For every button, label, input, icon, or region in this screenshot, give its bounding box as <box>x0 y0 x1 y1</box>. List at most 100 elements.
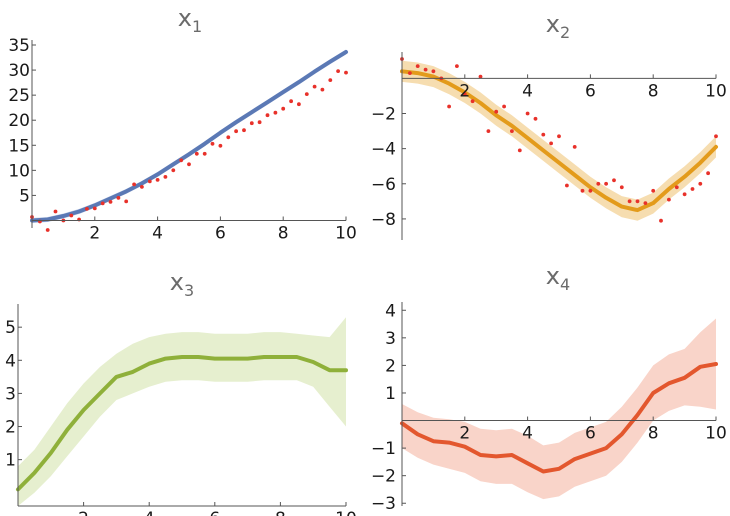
x-tick-label: 2 <box>78 509 89 516</box>
y-tick-label: −2 <box>371 104 396 124</box>
data-point <box>651 188 656 193</box>
data-point <box>557 134 561 139</box>
data-point <box>304 92 309 96</box>
data-point <box>431 69 436 74</box>
data-point <box>328 78 333 82</box>
x-tick-label: 2 <box>89 223 100 243</box>
data-point <box>249 121 254 126</box>
x-tick-label: 10 <box>705 81 727 101</box>
x-tick-label: 2 <box>459 81 470 101</box>
x-tick-label: 8 <box>278 223 289 243</box>
data-point <box>336 69 340 73</box>
x-tick-label: 4 <box>152 223 163 243</box>
data-point <box>187 162 191 167</box>
x-tick-label: 6 <box>215 223 226 243</box>
data-point <box>643 201 648 206</box>
confidence-band <box>402 318 716 500</box>
y-tick-label: 4 <box>5 351 16 371</box>
data-point <box>132 182 137 187</box>
data-point <box>706 171 710 176</box>
data-point <box>265 113 270 118</box>
data-point <box>619 185 624 190</box>
data-point <box>462 92 467 97</box>
data-point <box>210 141 215 146</box>
y-tick-label: 30 <box>8 61 30 81</box>
data-point <box>171 168 176 173</box>
data-point <box>124 199 129 204</box>
data-point <box>297 102 301 107</box>
data-point <box>549 141 553 146</box>
data-point <box>517 148 522 153</box>
y-tick-label: 1 <box>5 451 16 471</box>
x-tick-label: 8 <box>275 509 286 516</box>
data-point <box>502 104 506 109</box>
x-tick-label: 10 <box>335 223 357 243</box>
data-point <box>494 109 499 114</box>
data-point <box>565 183 569 188</box>
panel-x1: x1 2 4 6 8 10 5 10 15 20 25 30 35 <box>8 4 356 243</box>
data-point <box>53 209 58 214</box>
data-point <box>572 145 577 149</box>
data-point <box>202 151 207 156</box>
data-point <box>635 199 640 204</box>
data-point <box>604 181 608 186</box>
panel-title: x2 <box>546 10 570 42</box>
data-point <box>116 196 121 200</box>
y-tick-label: −2 <box>371 467 396 487</box>
data-point <box>674 185 679 190</box>
data-point <box>234 129 239 134</box>
y-tick-label: 2 <box>385 356 396 376</box>
data-point <box>659 218 663 223</box>
y-tick-label: −3 <box>371 494 396 514</box>
data-point <box>226 135 231 140</box>
x-tick-label: 4 <box>144 509 155 516</box>
x-tick-label: 10 <box>335 509 357 516</box>
data-point <box>85 207 89 211</box>
y-tick-label: 3 <box>5 384 16 404</box>
data-point <box>344 70 348 75</box>
y-tick-label: 25 <box>8 86 30 106</box>
data-point <box>627 199 632 204</box>
data-point <box>714 134 718 139</box>
data-point <box>312 84 317 89</box>
data-point <box>147 179 152 184</box>
y-tick-label: 3 <box>385 329 396 349</box>
data-point <box>140 185 144 189</box>
y-tick-label: 5 <box>5 318 16 338</box>
y-tick-label: −8 <box>371 210 396 230</box>
data-point <box>690 187 695 191</box>
x-tick-label: 6 <box>585 424 596 444</box>
data-point <box>108 200 113 204</box>
y-tick-label: 15 <box>8 136 30 156</box>
data-point <box>408 71 412 75</box>
data-point <box>510 129 514 134</box>
y-tick-label: −1 <box>371 439 396 459</box>
x-tick-label: 8 <box>648 424 659 444</box>
panel-title: x1 <box>178 4 202 36</box>
panel-x4: x4 2 4 6 8 10 4 3 2 1 −1 −2 −3 <box>371 262 727 514</box>
data-point <box>525 111 530 116</box>
x-tick-label: 10 <box>705 424 727 444</box>
data-point <box>163 175 168 179</box>
data-point <box>320 87 325 92</box>
fit-line <box>400 69 718 213</box>
data-point <box>69 213 74 218</box>
data-point <box>486 129 491 134</box>
panel-title: x3 <box>170 268 194 300</box>
data-point <box>273 110 278 115</box>
data-point <box>667 197 671 202</box>
data-point <box>179 158 184 163</box>
data-point <box>455 64 459 68</box>
data-point <box>682 192 687 197</box>
panel-x2: x2 2 4 6 8 10 −2 −4 −6 −8 <box>371 10 727 240</box>
fit-line <box>400 362 718 474</box>
data-point <box>218 143 223 148</box>
data-point <box>580 188 585 193</box>
panel-title: x4 <box>546 262 570 294</box>
data-point <box>281 106 286 111</box>
y-tick-label: 1 <box>385 384 396 404</box>
data-point <box>447 104 451 109</box>
x-tick-label: 4 <box>522 424 533 444</box>
x-tick-label: 6 <box>585 81 596 101</box>
data-point <box>100 201 105 206</box>
